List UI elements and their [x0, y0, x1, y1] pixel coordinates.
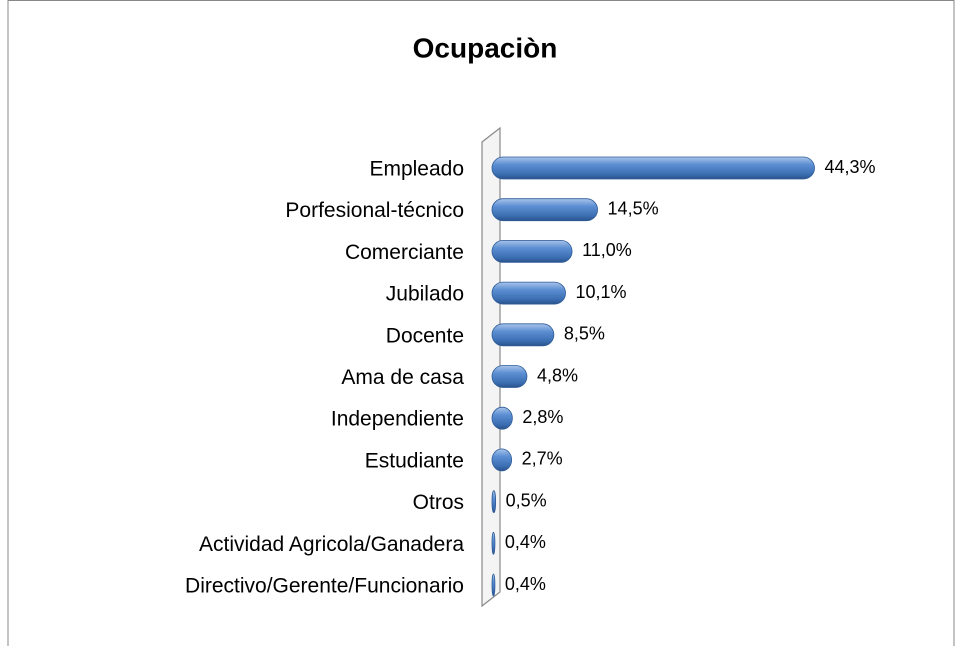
- bar: [491, 365, 528, 388]
- chart-title: Ocupaciòn: [413, 32, 558, 63]
- bar: [491, 323, 555, 347]
- category-label: Otros: [413, 491, 464, 514]
- value-label: 4,8%: [537, 365, 578, 385]
- category-label: Jubilado: [386, 283, 464, 306]
- category-label: Directivo/Gerente/Funcionario: [185, 575, 464, 598]
- bar: [491, 406, 513, 430]
- category-label: Docente: [386, 324, 464, 347]
- value-label: 14,5%: [608, 198, 659, 218]
- value-label: 10,1%: [576, 282, 627, 302]
- category-label: Empleado: [369, 158, 464, 181]
- value-label: 0,4%: [505, 574, 546, 594]
- category-label: Comerciante: [345, 241, 464, 264]
- bar: [491, 281, 566, 305]
- category-label: Porfesional-técnico: [285, 199, 464, 222]
- bar: [491, 490, 497, 514]
- value-label: 8,5%: [564, 324, 605, 344]
- category-label: Independiente: [331, 408, 464, 431]
- value-label: 2,7%: [522, 449, 563, 469]
- bar: [491, 156, 815, 180]
- value-label: 2,8%: [522, 407, 563, 427]
- bar: [491, 531, 496, 555]
- category-label: Ama de casa: [341, 366, 464, 389]
- bar: [491, 198, 598, 222]
- bar: [491, 573, 496, 597]
- chart-frame: [7, 0, 955, 646]
- value-label: 11,0%: [582, 240, 632, 260]
- value-label: 44,3%: [825, 157, 876, 177]
- category-label: Estudiante: [365, 449, 464, 472]
- bar: [491, 448, 513, 472]
- bar: [491, 239, 573, 263]
- value-label: 0,5%: [506, 490, 547, 510]
- category-label: Actividad Agricola/Ganadera: [199, 533, 464, 556]
- value-label: 0,4%: [505, 532, 546, 552]
